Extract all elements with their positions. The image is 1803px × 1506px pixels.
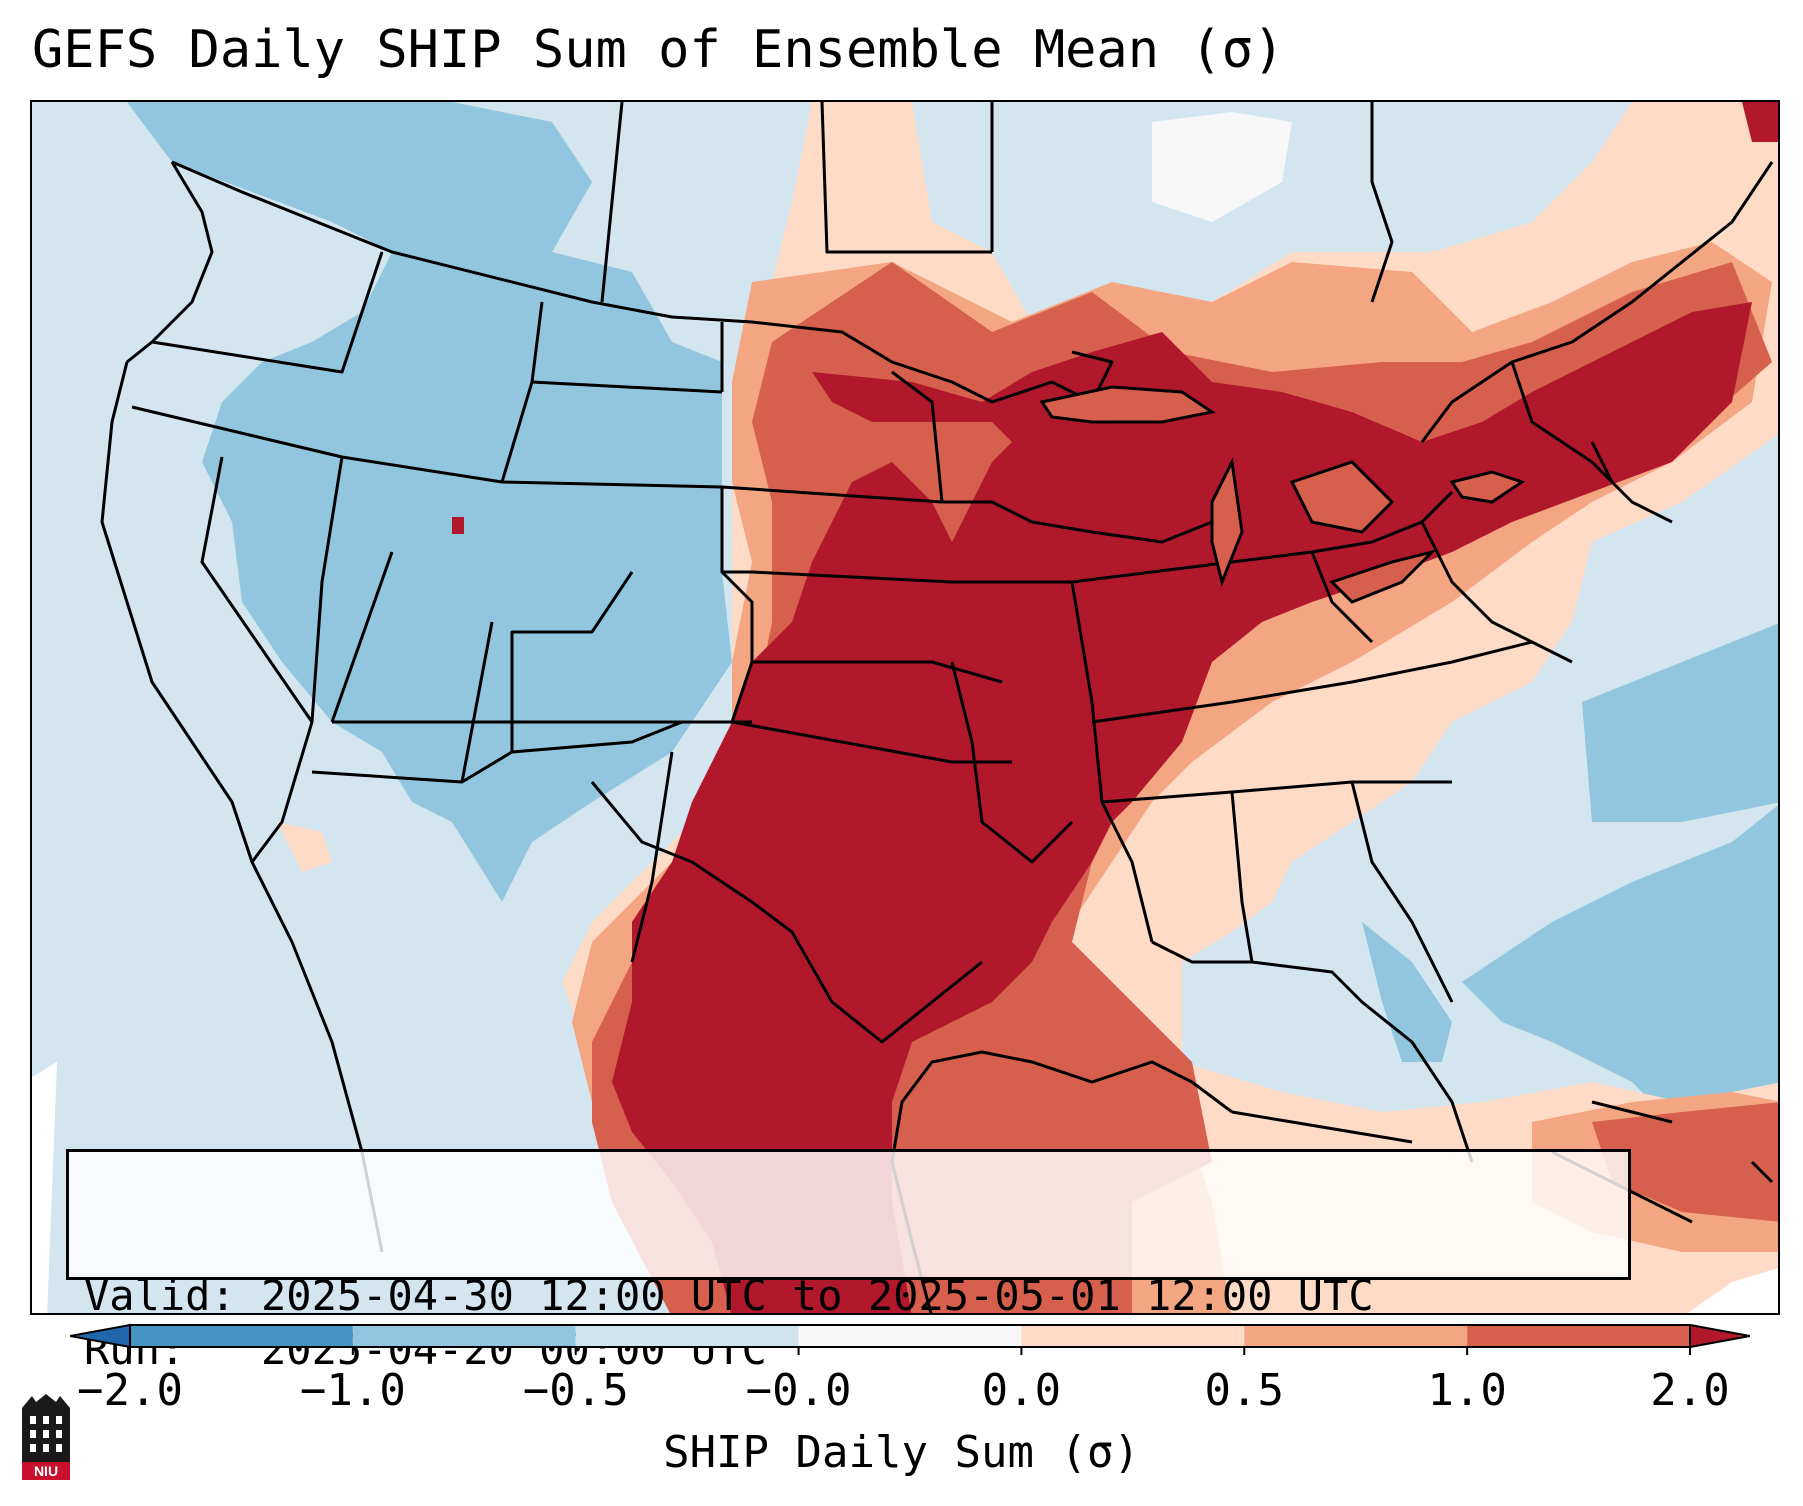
- colorbar-over-extension: [1689, 1323, 1750, 1349]
- great-lakes: [1039, 385, 1526, 604]
- colorbar-label: SHIP Daily Sum (σ): [663, 1427, 1140, 1478]
- colorbar-tick-label: 2.0: [1650, 1365, 1729, 1416]
- colorbar-bin: [130, 1325, 353, 1347]
- logo-text: NIU: [34, 1463, 58, 1479]
- valid-line: Valid: 2025-04-30 12:00 UTC to 2025-05-0…: [84, 1269, 1628, 1323]
- map-panel: [30, 100, 1780, 1315]
- colorbar-bin: [1021, 1325, 1245, 1347]
- colorbar-bin: [352, 1325, 576, 1347]
- colorbar-frame: [129, 1324, 1691, 1348]
- negative-anomaly-field: [127, 102, 1778, 1132]
- colorbar-under-extension: [70, 1323, 131, 1349]
- niu-logo-icon: NIU: [22, 1394, 70, 1480]
- colorbar-tick-label: −0.5: [523, 1365, 629, 1416]
- valid-value: 2025-04-30 12:00 UTC to 2025-05-01 12:00…: [261, 1271, 1374, 1320]
- map-canvas: [32, 102, 1778, 1313]
- colorbar-bin: [1244, 1325, 1468, 1347]
- colorbar-tick-label: 0.0: [982, 1365, 1061, 1416]
- valid-label: Valid:: [84, 1271, 236, 1320]
- colorbar-tick-label: −1.0: [300, 1365, 406, 1416]
- chart-title: GEFS Daily SHIP Sum of Ensemble Mean (σ): [32, 20, 1285, 80]
- colorbar-tick-label: 1.0: [1427, 1365, 1506, 1416]
- colorbar: −2.0 −1.0 −0.5 −0.0 0.0 0.5 1.0 2.0: [70, 1323, 1750, 1416]
- colorbar-tick-label: −0.0: [746, 1365, 852, 1416]
- projection-edge: [32, 1062, 57, 1313]
- projection-edge-right: [1687, 1268, 1778, 1313]
- extreme-positive-field: [452, 102, 1778, 1313]
- colorbar-bin: [798, 1325, 1022, 1347]
- valid-time-box: Valid: 2025-04-30 12:00 UTC to 2025-05-0…: [66, 1149, 1631, 1374]
- near-zero-field: [1152, 112, 1292, 222]
- colorbar-bin: [1467, 1325, 1690, 1347]
- colorbar-tick-label: 0.5: [1205, 1365, 1284, 1416]
- colorbar-bin: [575, 1325, 799, 1347]
- colorbar-tick-label: −2.0: [77, 1365, 183, 1416]
